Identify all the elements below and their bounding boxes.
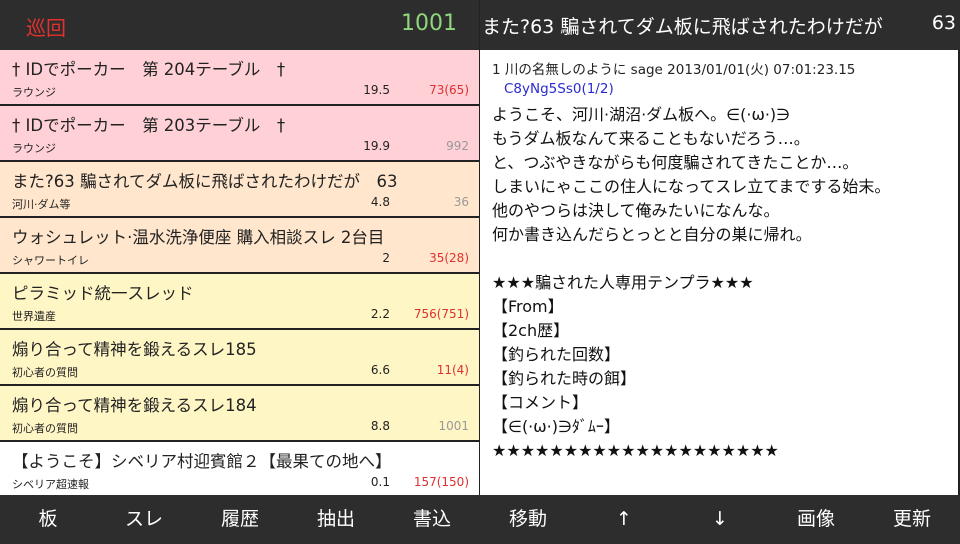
post-count: 1001 [438, 419, 469, 433]
thread-row[interactable]: ウォシュレット·温水洗浄便座 購入相談スレ 2台目 シャワートイレ 2 35(2… [0, 218, 479, 274]
board-name: ラウンジ [12, 86, 56, 99]
post-count: 756(751) [413, 307, 469, 321]
thread-speed: 0.1 [370, 475, 390, 489]
list-title[interactable]: 巡回 [26, 16, 66, 40]
bottom-toolbar: 板 スレ 履歴 抽出 書込 移動 ↑ ↓ 画像 更新 [0, 495, 960, 544]
thread-title: また?63 騙されてダム板に飛ばされたわけだが [482, 16, 883, 38]
thread-title: また?63 騙されてダム板に飛ばされたわけだが 63 [12, 172, 398, 191]
post-count: 11(4) [436, 363, 469, 377]
thread-title: ウォシュレット·温水洗浄便座 購入相談スレ 2台目 [12, 228, 385, 247]
thread-speed: 19.5 [363, 83, 390, 97]
thread-row[interactable]: ピラミッド統一スレッド 世界遺産 2.2 756(751) [0, 274, 479, 330]
thread-title: ピラミッド統一スレッド [12, 284, 194, 303]
board-name: シャワートイレ [12, 254, 89, 267]
thread-speed: 8.8 [370, 419, 390, 433]
move-button[interactable]: 移動 [508, 508, 547, 530]
post-meta: 1 川の名無しのように sage 2013/01/01(火) 07:01:23.… [492, 62, 856, 78]
post-count: 35(28) [429, 251, 469, 265]
board-button[interactable]: 板 [38, 508, 58, 530]
thread-title: 煽り合って精神を鍛えるスレ185 [12, 340, 257, 359]
thread-speed: 6.6 [370, 363, 390, 377]
board-name: シベリア超速報 [12, 478, 89, 491]
history-button[interactable]: 履歴 [220, 508, 259, 530]
thread-row[interactable]: 煽り合って精神を鍛えるスレ184 初心者の質問 8.8 1001 [0, 386, 479, 442]
list-header: 巡回 1001 [0, 0, 479, 50]
thread-row[interactable]: 煽り合って精神を鍛えるスレ185 初心者の質問 6.6 11(4) [0, 330, 479, 386]
board-name: ラウンジ [12, 142, 56, 155]
write-button[interactable]: 書込 [412, 508, 451, 530]
thread-row[interactable]: 【ようこそ】シベリア村迎賓館２【最果ての地へ】 シベリア超速報 0.1 157(… [0, 442, 479, 495]
thread-row[interactable]: † IDでポーカー 第 203テーブル † ラウンジ 19.9 992 [0, 106, 479, 162]
post-count: 73(65) [429, 83, 469, 97]
post-count: 36 [453, 195, 469, 209]
board-name: 初心者の質問 [12, 422, 78, 435]
thread-title: 煽り合って精神を鍛えるスレ184 [12, 396, 257, 415]
down-button[interactable]: ↓ [712, 508, 728, 530]
board-name: 初心者の質問 [12, 366, 78, 379]
thread-title: † IDでポーカー 第 203テーブル † [12, 116, 286, 135]
thread-list[interactable]: † IDでポーカー 第 204テーブル † ラウンジ 19.5 73(65) † … [0, 50, 479, 495]
thread-title: † IDでポーカー 第 204テーブル † [12, 60, 286, 79]
post-id-link[interactable]: C8yNg5Ss0(1/2) [504, 81, 614, 97]
post-count: 992 [446, 139, 469, 153]
up-button[interactable]: ↑ [616, 508, 632, 530]
board-name: 河川·ダム等 [12, 198, 71, 211]
post-count: 157(150) [413, 475, 469, 489]
image-button[interactable]: 画像 [796, 508, 835, 530]
thread-speed: 4.8 [370, 195, 390, 209]
thread-title: 【ようこそ】シベリア村迎賓館２【最果ての地へ】 [12, 452, 392, 471]
thread-speed: 19.9 [363, 139, 390, 153]
post-view[interactable]: 1 川の名無しのように sage 2013/01/01(火) 07:01:23.… [480, 50, 958, 495]
board-name: 世界遺産 [12, 310, 56, 323]
thread-header: また?63 騙されてダム板に飛ばされたわけだが 63 [480, 0, 960, 50]
thread-row[interactable]: また?63 騙されてダム板に飛ばされたわけだが 63 河川·ダム等 4.8 36 [0, 162, 479, 218]
unread-count: 1001 [401, 11, 457, 36]
thread-number: 63 [931, 12, 956, 34]
thread-row[interactable]: † IDでポーカー 第 204テーブル † ラウンジ 19.5 73(65) [0, 50, 479, 106]
refresh-button[interactable]: 更新 [892, 508, 931, 530]
thread-speed: 2.2 [370, 307, 390, 321]
post-body: ようこそ、河川·湖沼·ダム板へ。∈(·ω·)∋ もうダム板なんて来ることもないだ… [492, 105, 891, 460]
extract-button[interactable]: 抽出 [316, 508, 355, 530]
thread-speed: 2 [382, 251, 390, 265]
thread-button[interactable]: スレ [124, 508, 163, 530]
